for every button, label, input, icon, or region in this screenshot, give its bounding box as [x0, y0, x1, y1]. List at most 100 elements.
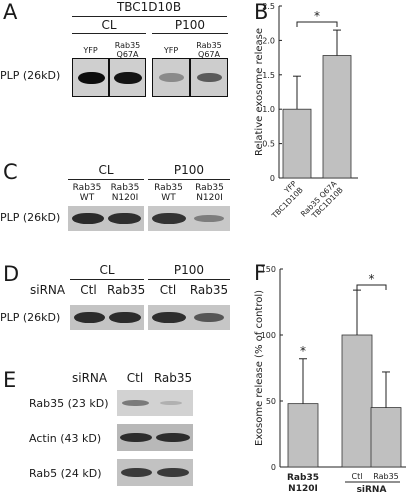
band — [108, 213, 141, 224]
band — [152, 312, 186, 323]
panel-d-letter: D — [3, 262, 20, 286]
band — [160, 401, 182, 405]
band — [78, 72, 105, 84]
x-tick-label: Rab35 — [287, 473, 319, 483]
panel-e-row-label-3: Rab5 (24 kD) — [29, 467, 102, 480]
blot-e-actin — [117, 424, 193, 451]
lane-label-line2: N120I — [111, 193, 139, 203]
x-tick-label: Ctl — [352, 472, 363, 481]
bar — [287, 403, 319, 468]
lane-label-line1: Rab35 — [195, 183, 224, 193]
panel-a-cl-line — [72, 33, 146, 34]
panel-a-title-line — [72, 16, 227, 17]
panel-d-group-cl: CL — [99, 263, 115, 277]
x-tick-label: Rab35 — [373, 472, 399, 481]
x-tick-label: N120I — [288, 484, 318, 494]
panel-a-group-p100: P100 — [174, 18, 206, 32]
significance-bracket — [296, 21, 338, 27]
bar — [282, 108, 312, 179]
blot-c-cl — [68, 206, 144, 231]
panel-e-lane-2: Rab35 — [153, 371, 193, 385]
band — [121, 468, 152, 477]
panel-e-sirna-label: siRNA — [72, 371, 108, 385]
band — [194, 313, 224, 322]
blot-a-lane-4 — [190, 58, 228, 97]
y-tick-label: 0.5 — [262, 140, 275, 149]
significance-bracket — [356, 284, 387, 290]
significance-marker: * — [369, 272, 375, 286]
panel-a-title: TBC1D10B — [116, 0, 182, 14]
band — [159, 73, 184, 82]
blot-d-cl — [70, 305, 144, 330]
band — [109, 312, 141, 323]
y-tick-label: 100 — [261, 331, 276, 340]
panel-a-lane-1: YFP — [72, 46, 109, 55]
lane-label-line1: Rab35 — [196, 41, 222, 50]
panel-c-lane-1: Rab35 WT — [68, 183, 106, 203]
panel-d-lane-1: Ctl — [80, 283, 97, 297]
lane-label-line2: N120I — [196, 193, 223, 203]
y-tick-label: 0 — [271, 463, 276, 472]
band — [152, 213, 186, 224]
band — [74, 312, 105, 323]
panel-c-lane-3: Rab35 WT — [148, 183, 189, 203]
blot-a-lane-1 — [72, 58, 109, 97]
band — [120, 433, 152, 442]
blot-d-p100 — [148, 305, 230, 330]
bar — [341, 334, 373, 468]
y-tick-label: 150 — [261, 265, 276, 274]
panel-e-lane-1: Ctl — [126, 371, 144, 385]
significance-marker: * — [314, 9, 320, 23]
panel-f-letter: F — [254, 261, 267, 285]
panel-a-group-cl: CL — [101, 18, 117, 32]
blot-e-rab5 — [117, 459, 193, 486]
lane-label-line1: YFP — [163, 46, 179, 55]
lane-label-line2: WT — [79, 193, 95, 203]
panel-c-lane-2: Rab35 N120I — [106, 183, 144, 203]
panel-c-row-label: PLP (26kD) — [0, 211, 61, 224]
y-tick-label: 1.0 — [262, 105, 275, 114]
panel-a-row-label: PLP (26kD) — [0, 69, 61, 82]
panel-b-letter: B — [254, 0, 269, 24]
panel-c-letter: C — [3, 160, 18, 184]
panel-e-letter: E — [3, 368, 17, 392]
panel-d-sirna-label: siRNA — [30, 283, 66, 297]
panel-c-p100-line — [148, 179, 230, 180]
panel-a-lane-3: YFP — [152, 46, 190, 55]
lane-label-line2: Q67A — [116, 50, 139, 59]
panel-d-p100-line — [148, 279, 230, 280]
significance-marker: * — [300, 344, 306, 358]
panel-a-p100-line — [152, 33, 228, 34]
lane-label-line2: WT — [161, 193, 176, 203]
blot-c-p100 — [148, 206, 230, 231]
band — [157, 468, 189, 477]
panel-a-letter: A — [3, 0, 18, 24]
lane-label-line2: Q67A — [198, 50, 220, 59]
blot-e-rab35 — [117, 390, 193, 416]
band — [156, 433, 190, 442]
panel-d-lane-3: Ctl — [159, 283, 177, 297]
x-group-label: siRNA — [357, 485, 387, 495]
panel-d-cl-line — [70, 279, 144, 280]
lane-label-line1: Rab35 — [154, 183, 183, 193]
panel-c-group-cl: CL — [98, 163, 114, 177]
panel-c-cl-line — [68, 179, 144, 180]
y-axis-label: Exosome release (% of control) — [254, 290, 265, 446]
lane-label-line1: Rab35 — [114, 41, 141, 50]
panel-d-lane-4: Rab35 — [189, 283, 229, 297]
lane-label-line1: Rab35 — [72, 183, 102, 193]
bar — [370, 407, 402, 468]
y-tick-label: 2.5 — [262, 2, 275, 11]
y-tick-label: 0 — [270, 174, 275, 183]
panel-c-lane-4: Rab35 N120I — [189, 183, 230, 203]
blot-a-lane-3 — [152, 58, 190, 97]
panel-e-row-label-2: Actin (43 kD) — [29, 432, 102, 445]
panel-e-row-label-1: Rab35 (23 kD) — [29, 397, 109, 410]
band — [122, 400, 149, 406]
band — [72, 213, 104, 224]
lane-label-line1: Rab35 — [110, 183, 140, 193]
panel-d-group-p100: P100 — [173, 263, 205, 277]
lane-label-line1: YFP — [83, 46, 98, 55]
